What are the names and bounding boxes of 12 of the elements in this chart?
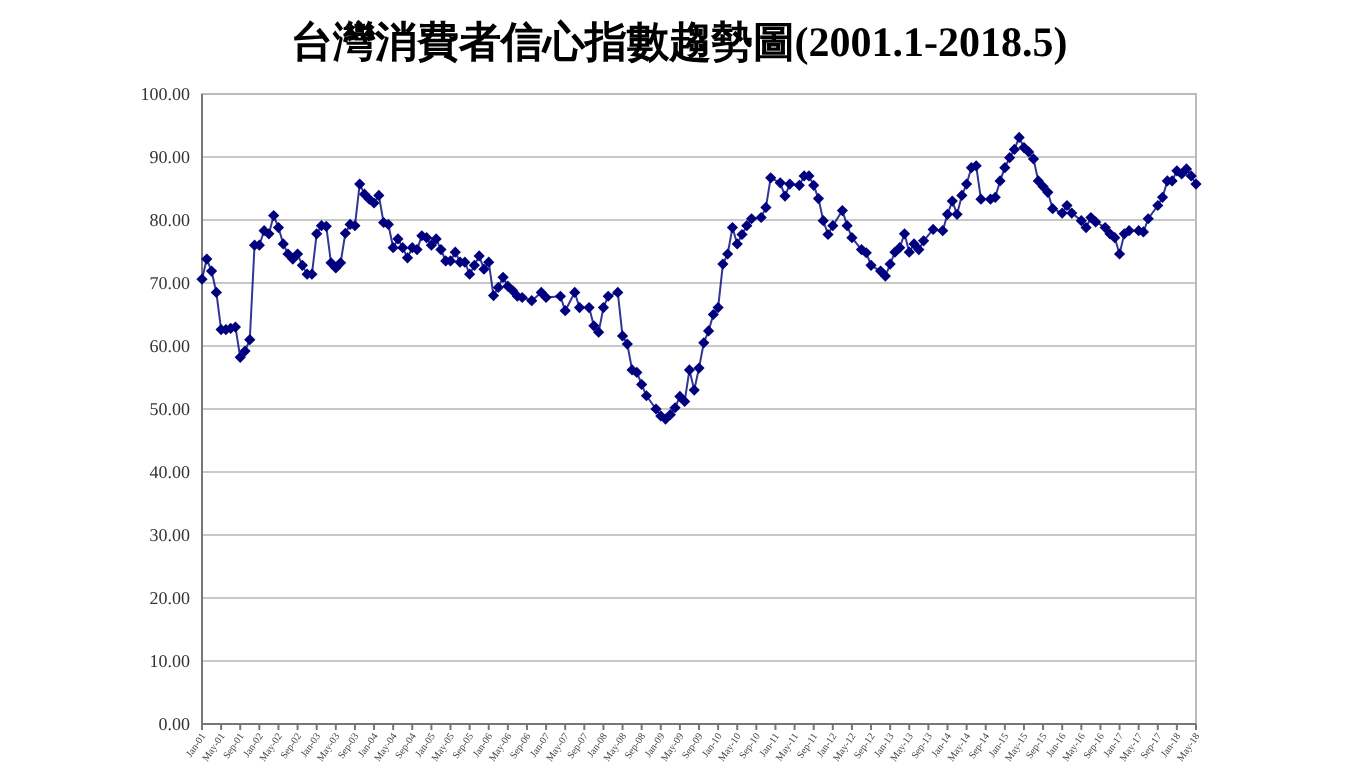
y-tick-label: 40.00 xyxy=(149,462,191,482)
y-tick-label: 100.00 xyxy=(140,84,191,104)
y-tick-label: 60.00 xyxy=(149,336,191,356)
y-tick-label: 80.00 xyxy=(149,210,191,230)
y-tick-label: 70.00 xyxy=(149,273,191,293)
y-tick-label: 50.00 xyxy=(149,399,191,419)
y-tick-label: 20.00 xyxy=(149,588,191,608)
y-tick-label: 10.00 xyxy=(149,651,191,671)
y-tick-label: 0.00 xyxy=(158,714,191,734)
y-tick-label: 90.00 xyxy=(149,147,191,167)
y-tick-label: 30.00 xyxy=(149,525,191,545)
chart-title: 台灣消費者信心指數趨勢圖(2001.1-2018.5) xyxy=(290,18,1068,66)
